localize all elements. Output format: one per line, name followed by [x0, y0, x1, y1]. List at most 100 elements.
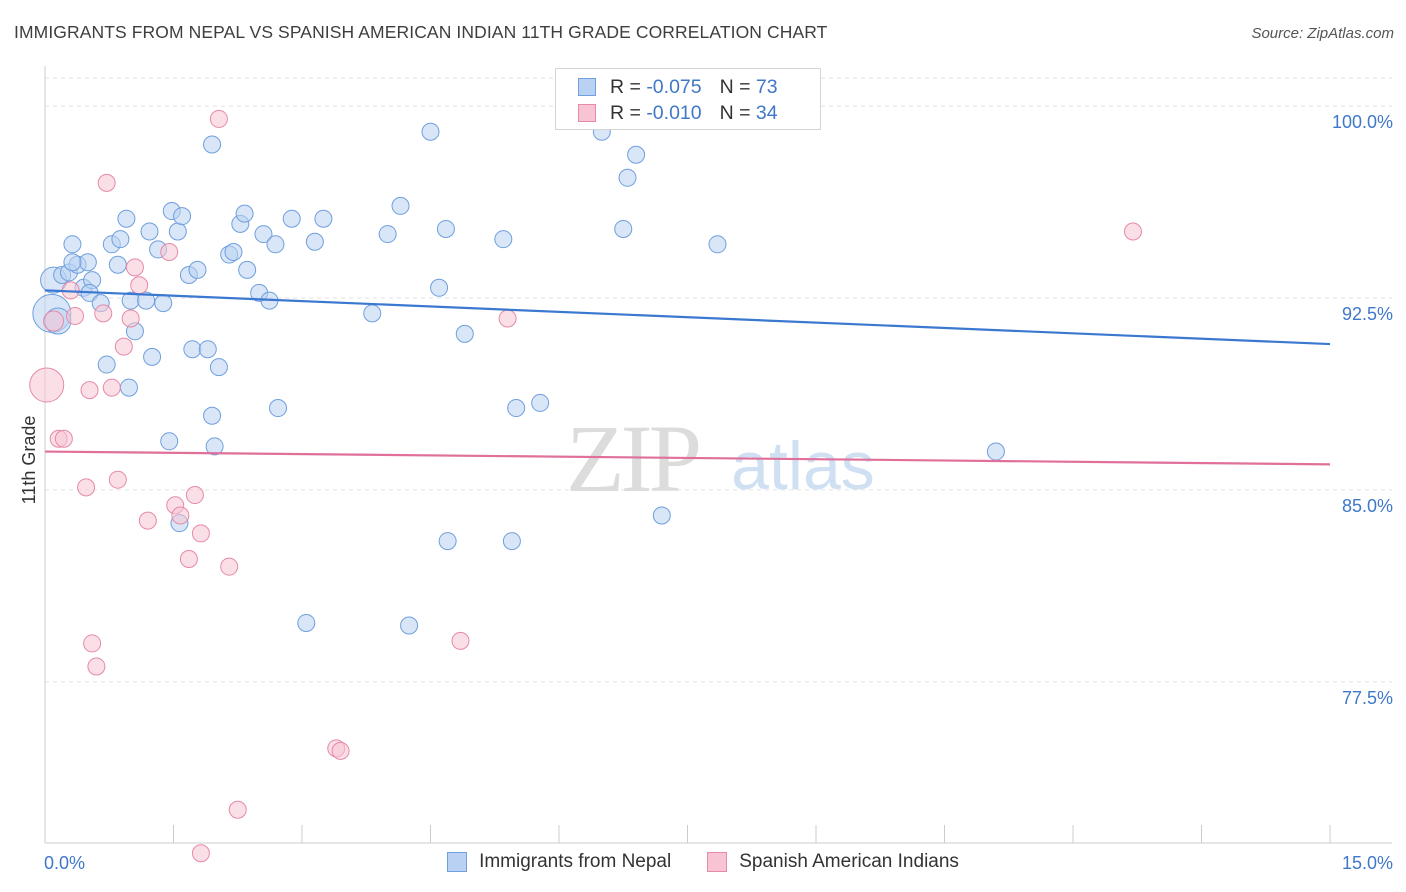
spanish-point — [209, 109, 228, 128]
spanish-r-label: R = — [610, 101, 641, 124]
nepal-r-value: -0.075 — [646, 75, 702, 98]
nepal-point — [63, 253, 82, 272]
nepal-point — [627, 145, 646, 164]
spanish-point — [87, 657, 106, 676]
nepal-point — [140, 222, 159, 241]
spanish-point — [114, 337, 133, 356]
legend-item-spanish[interactable]: Spanish American Indians — [707, 851, 959, 873]
source-label: Source: ZipAtlas.com — [1251, 25, 1394, 42]
spanish-point — [498, 309, 517, 328]
nepal-point — [305, 232, 324, 251]
nepal-point — [400, 616, 419, 635]
nepal-point — [117, 209, 136, 228]
nepal-point — [78, 253, 97, 272]
spanish-point — [54, 429, 73, 448]
nepal-point — [266, 235, 285, 254]
nepal-point — [436, 219, 455, 238]
nepal-point — [391, 196, 410, 215]
nepal-point — [168, 222, 187, 241]
spanish-point — [80, 381, 99, 400]
x-tick-label-max: 15.0% — [1342, 853, 1393, 873]
nepal-n-label: N = — [719, 75, 751, 98]
nepal-point — [188, 260, 207, 279]
spanish-n-label: N = — [719, 101, 751, 124]
y-axis-label: 11th Grade — [19, 416, 39, 505]
spanish-point — [121, 309, 140, 328]
nepal-point — [63, 235, 82, 254]
nepal-point — [494, 230, 513, 249]
nepal-n-value: 73 — [755, 75, 778, 98]
legend-item-nepal[interactable]: Immigrants from Nepal — [447, 851, 671, 873]
spanish-r-value: -0.010 — [646, 101, 702, 124]
nepal-point — [235, 204, 254, 223]
spanish-point — [94, 304, 113, 323]
nepal-point — [531, 393, 550, 412]
nepal-point — [209, 358, 228, 377]
spanish-point — [65, 306, 84, 325]
nepal-point — [198, 340, 217, 359]
nepal-point — [183, 340, 202, 359]
nepal-point — [224, 242, 243, 261]
legend-label-nepal: Immigrants from Nepal — [479, 851, 672, 872]
chart-title: IMMIGRANTS FROM NEPAL VS SPANISH AMERICA… — [14, 22, 828, 42]
legend-swatch-nepal — [447, 852, 468, 872]
spanish-point — [160, 242, 179, 261]
stats-row-spanish: R = -0.010 N = 34 — [578, 100, 778, 126]
nepal-point — [618, 168, 637, 187]
nepal-point — [203, 406, 222, 425]
spanish-point — [97, 173, 116, 192]
y-tick-label: 85.0% — [1342, 496, 1393, 516]
spanish-point — [451, 631, 470, 650]
nepal-point — [137, 291, 156, 310]
y-tick-label: 92.5% — [1342, 304, 1393, 324]
watermark-atlas: atlas — [731, 428, 875, 504]
nepal-point — [111, 230, 130, 249]
nepal-trend-line — [44, 289, 1331, 346]
spanish-swatch — [578, 104, 596, 122]
x-tick-label-min: 0.0% — [44, 853, 85, 873]
nepal-point — [297, 613, 316, 632]
spanish-point — [220, 557, 239, 576]
nepal-point — [986, 442, 1005, 461]
series-legend: Immigrants from Nepal Spanish American I… — [0, 851, 1406, 873]
spanish-point — [171, 506, 190, 525]
stats-row-nepal: R = -0.075 N = 73 — [578, 74, 778, 100]
nepal-point — [430, 278, 449, 297]
spanish-point — [102, 378, 121, 397]
nepal-swatch — [578, 78, 596, 96]
nepal-point — [363, 304, 382, 323]
spanish-point — [138, 511, 157, 530]
spanish-point — [108, 470, 127, 489]
nepal-point — [203, 135, 222, 154]
nepal-point — [652, 506, 671, 525]
nepal-point — [708, 235, 727, 254]
nepal-point — [143, 347, 162, 366]
spanish-point — [185, 486, 204, 505]
nepal-point — [378, 225, 397, 244]
legend-label-spanish: Spanish American Indians — [739, 851, 959, 872]
nepal-point — [282, 209, 301, 228]
nepal-point — [97, 355, 116, 374]
nepal-point — [614, 219, 633, 238]
nepal-point — [421, 122, 440, 141]
nepal-point — [507, 399, 526, 418]
spanish-point — [83, 634, 102, 653]
nepal-point — [154, 294, 173, 313]
nepal-point — [160, 432, 179, 451]
nepal-point — [254, 225, 273, 244]
spanish-point — [191, 844, 210, 863]
nepal-point — [108, 255, 127, 274]
stats-legend: R = -0.075 N = 73 R = -0.010 N = 34 — [555, 68, 821, 130]
y-tick-label: 77.5% — [1342, 688, 1393, 708]
y-tick-label: 100.0% — [1332, 112, 1393, 132]
spanish-point — [29, 367, 65, 403]
nepal-point — [205, 437, 224, 456]
nepal-point — [455, 324, 474, 343]
spanish-point — [1123, 222, 1142, 241]
nepal-point — [269, 399, 288, 418]
nepal-r-label: R = — [610, 75, 641, 98]
nepal-point — [314, 209, 333, 228]
spanish-point — [125, 258, 144, 277]
spanish-point — [43, 310, 65, 332]
